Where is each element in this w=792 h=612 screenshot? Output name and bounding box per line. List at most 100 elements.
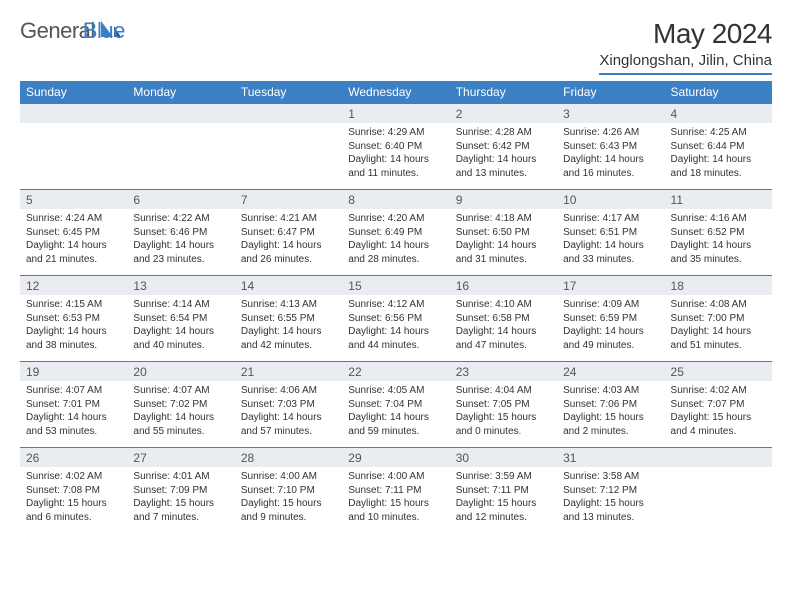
calendar-cell: 15Sunrise: 4:12 AMSunset: 6:56 PMDayligh… (342, 275, 449, 361)
day-number: 22 (342, 361, 449, 381)
day-number: 2 (450, 103, 557, 123)
day-details: Sunrise: 4:20 AMSunset: 6:49 PMDaylight:… (342, 209, 449, 270)
calendar-cell (665, 447, 772, 533)
calendar-cell: 30Sunrise: 3:59 AMSunset: 7:11 PMDayligh… (450, 447, 557, 533)
calendar-cell: 27Sunrise: 4:01 AMSunset: 7:09 PMDayligh… (127, 447, 234, 533)
sunset-text: Sunset: 6:51 PM (563, 226, 658, 240)
daylight-text: Daylight: 15 hours and 12 minutes. (456, 497, 551, 524)
daylight-text: Daylight: 15 hours and 9 minutes. (241, 497, 336, 524)
daylight-text: Daylight: 14 hours and 35 minutes. (671, 239, 766, 266)
day-details: Sunrise: 4:07 AMSunset: 7:01 PMDaylight:… (20, 381, 127, 442)
calendar-row: 1Sunrise: 4:29 AMSunset: 6:40 PMDaylight… (20, 103, 772, 189)
daylight-text: Daylight: 14 hours and 13 minutes. (456, 153, 551, 180)
day-number: 25 (665, 361, 772, 381)
sunset-text: Sunset: 6:46 PM (133, 226, 228, 240)
sunset-text: Sunset: 6:54 PM (133, 312, 228, 326)
calendar-cell: 12Sunrise: 4:15 AMSunset: 6:53 PMDayligh… (20, 275, 127, 361)
day-details: Sunrise: 4:03 AMSunset: 7:06 PMDaylight:… (557, 381, 664, 442)
weekday-header: Tuesday (235, 81, 342, 103)
sunrise-text: Sunrise: 4:02 AM (671, 384, 766, 398)
sunrise-text: Sunrise: 4:28 AM (456, 126, 551, 140)
sunrise-text: Sunrise: 4:09 AM (563, 298, 658, 312)
calendar-cell: 14Sunrise: 4:13 AMSunset: 6:55 PMDayligh… (235, 275, 342, 361)
weekday-header: Sunday (20, 81, 127, 103)
sunset-text: Sunset: 7:07 PM (671, 398, 766, 412)
sunrise-text: Sunrise: 4:07 AM (133, 384, 228, 398)
sunset-text: Sunset: 7:02 PM (133, 398, 228, 412)
day-number: 15 (342, 275, 449, 295)
calendar-cell: 9Sunrise: 4:18 AMSunset: 6:50 PMDaylight… (450, 189, 557, 275)
sunset-text: Sunset: 6:50 PM (456, 226, 551, 240)
daylight-text: Daylight: 15 hours and 7 minutes. (133, 497, 228, 524)
sunset-text: Sunset: 6:40 PM (348, 140, 443, 154)
day-details: Sunrise: 4:22 AMSunset: 6:46 PMDaylight:… (127, 209, 234, 270)
sunset-text: Sunset: 7:08 PM (26, 484, 121, 498)
day-details: Sunrise: 4:16 AMSunset: 6:52 PMDaylight:… (665, 209, 772, 270)
calendar-cell: 21Sunrise: 4:06 AMSunset: 7:03 PMDayligh… (235, 361, 342, 447)
page-title: May 2024 (599, 18, 772, 50)
daylight-text: Daylight: 14 hours and 47 minutes. (456, 325, 551, 352)
day-details: Sunrise: 4:00 AMSunset: 7:11 PMDaylight:… (342, 467, 449, 528)
calendar-cell (235, 103, 342, 189)
sunrise-text: Sunrise: 4:07 AM (26, 384, 121, 398)
day-number: 17 (557, 275, 664, 295)
calendar-body: 1Sunrise: 4:29 AMSunset: 6:40 PMDaylight… (20, 103, 772, 533)
day-details: Sunrise: 4:13 AMSunset: 6:55 PMDaylight:… (235, 295, 342, 356)
daylight-text: Daylight: 14 hours and 57 minutes. (241, 411, 336, 438)
daylight-text: Daylight: 15 hours and 6 minutes. (26, 497, 121, 524)
day-number: 14 (235, 275, 342, 295)
sunset-text: Sunset: 6:59 PM (563, 312, 658, 326)
day-number: 24 (557, 361, 664, 381)
sunset-text: Sunset: 7:11 PM (348, 484, 443, 498)
sunset-text: Sunset: 7:04 PM (348, 398, 443, 412)
day-number: 6 (127, 189, 234, 209)
daylight-text: Daylight: 14 hours and 33 minutes. (563, 239, 658, 266)
sunrise-text: Sunrise: 4:12 AM (348, 298, 443, 312)
daylight-text: Daylight: 14 hours and 23 minutes. (133, 239, 228, 266)
day-details: Sunrise: 4:18 AMSunset: 6:50 PMDaylight:… (450, 209, 557, 270)
day-number: 16 (450, 275, 557, 295)
header: General Blue May 2024 Xinglongshan, Jili… (20, 18, 772, 75)
logo-text-blue: Blue (83, 18, 125, 44)
day-number (20, 103, 127, 123)
calendar-cell: 10Sunrise: 4:17 AMSunset: 6:51 PMDayligh… (557, 189, 664, 275)
day-number: 23 (450, 361, 557, 381)
sunrise-text: Sunrise: 4:02 AM (26, 470, 121, 484)
calendar-cell (127, 103, 234, 189)
sunrise-text: Sunrise: 4:17 AM (563, 212, 658, 226)
sunrise-text: Sunrise: 4:21 AM (241, 212, 336, 226)
day-details: Sunrise: 4:25 AMSunset: 6:44 PMDaylight:… (665, 123, 772, 184)
day-number: 5 (20, 189, 127, 209)
day-number: 29 (342, 447, 449, 467)
sunset-text: Sunset: 6:44 PM (671, 140, 766, 154)
sunrise-text: Sunrise: 4:14 AM (133, 298, 228, 312)
calendar-row: 19Sunrise: 4:07 AMSunset: 7:01 PMDayligh… (20, 361, 772, 447)
calendar-cell: 7Sunrise: 4:21 AMSunset: 6:47 PMDaylight… (235, 189, 342, 275)
daylight-text: Daylight: 14 hours and 59 minutes. (348, 411, 443, 438)
logo: General Blue (20, 18, 167, 44)
calendar-cell: 8Sunrise: 4:20 AMSunset: 6:49 PMDaylight… (342, 189, 449, 275)
day-number: 4 (665, 103, 772, 123)
weekday-header: Saturday (665, 81, 772, 103)
daylight-text: Daylight: 15 hours and 13 minutes. (563, 497, 658, 524)
day-details: Sunrise: 4:02 AMSunset: 7:08 PMDaylight:… (20, 467, 127, 528)
daylight-text: Daylight: 14 hours and 51 minutes. (671, 325, 766, 352)
sunrise-text: Sunrise: 4:00 AM (348, 470, 443, 484)
day-number: 21 (235, 361, 342, 381)
daylight-text: Daylight: 15 hours and 2 minutes. (563, 411, 658, 438)
daylight-text: Daylight: 14 hours and 16 minutes. (563, 153, 658, 180)
sunset-text: Sunset: 6:47 PM (241, 226, 336, 240)
sunset-text: Sunset: 7:01 PM (26, 398, 121, 412)
calendar-cell: 11Sunrise: 4:16 AMSunset: 6:52 PMDayligh… (665, 189, 772, 275)
weekday-header: Wednesday (342, 81, 449, 103)
sunset-text: Sunset: 6:55 PM (241, 312, 336, 326)
day-number: 10 (557, 189, 664, 209)
sunrise-text: Sunrise: 4:04 AM (456, 384, 551, 398)
sunrise-text: Sunrise: 4:22 AM (133, 212, 228, 226)
daylight-text: Daylight: 14 hours and 40 minutes. (133, 325, 228, 352)
calendar-cell: 26Sunrise: 4:02 AMSunset: 7:08 PMDayligh… (20, 447, 127, 533)
sunset-text: Sunset: 7:03 PM (241, 398, 336, 412)
day-details: Sunrise: 4:17 AMSunset: 6:51 PMDaylight:… (557, 209, 664, 270)
day-details: Sunrise: 4:01 AMSunset: 7:09 PMDaylight:… (127, 467, 234, 528)
calendar-table: Sunday Monday Tuesday Wednesday Thursday… (20, 81, 772, 533)
